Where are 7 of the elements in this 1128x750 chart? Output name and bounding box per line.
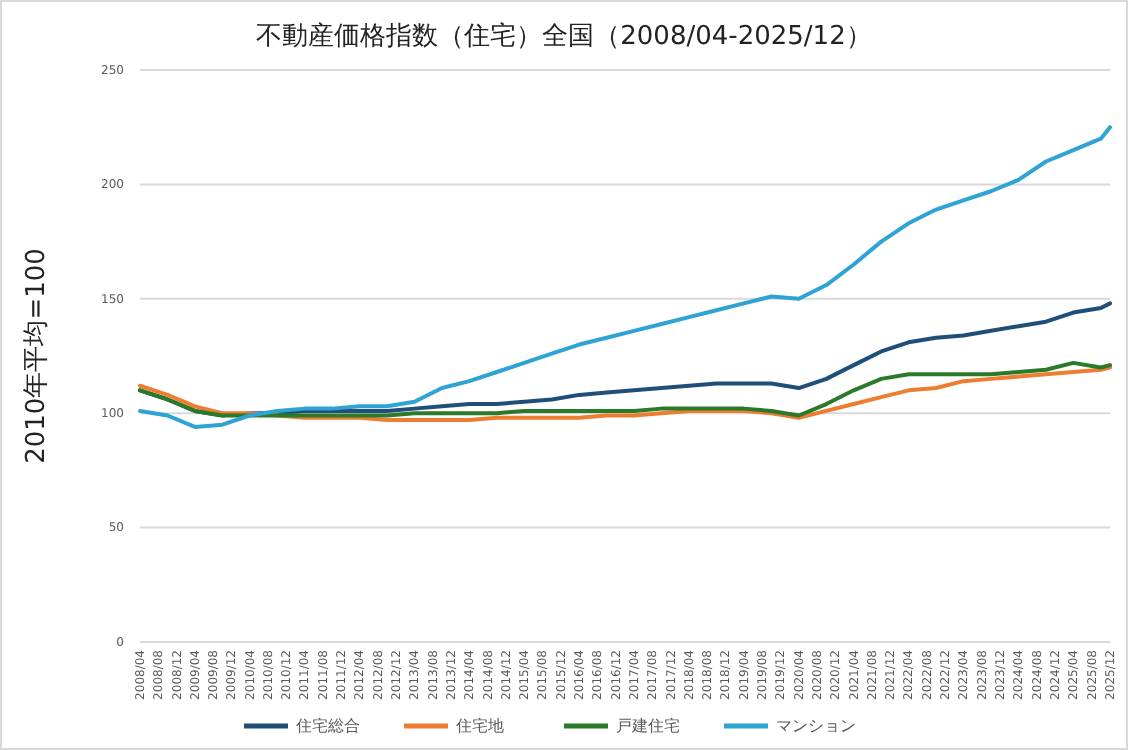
y-axis-title: 2010年平均=100: [22, 248, 52, 464]
legend-label: マンション: [776, 717, 856, 736]
legend-label: 住宅地: [456, 717, 504, 736]
chart-title: 不動産価格指数（住宅）全国（2008/04-2025/12）: [256, 20, 872, 52]
line-series: [138, 125, 1112, 429]
legend-label: 戸建住宅: [616, 717, 680, 736]
legend-label: 住宅総合: [296, 717, 360, 736]
